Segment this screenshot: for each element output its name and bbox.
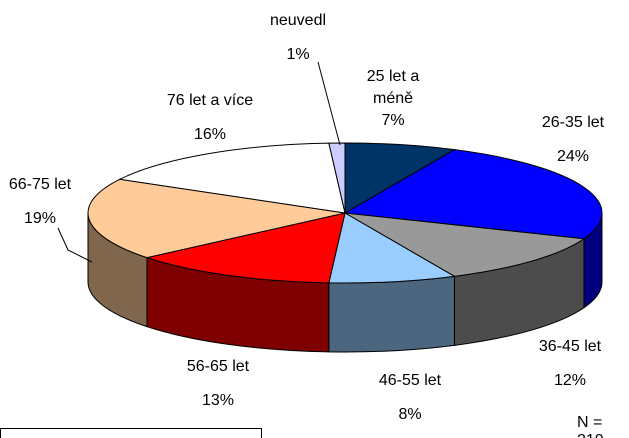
category-label: 26-35 let bbox=[541, 114, 605, 131]
value-label: 13% bbox=[201, 392, 235, 409]
pie-slice bbox=[328, 142, 346, 214]
data-label: 46-55 let 8% bbox=[350, 370, 470, 426]
category-label: 46-55 let bbox=[378, 372, 442, 389]
data-label: 25 let a méně 7% bbox=[358, 66, 428, 132]
pie-slice bbox=[118, 142, 346, 214]
category-label: 76 let a více bbox=[166, 92, 254, 109]
pie-slice bbox=[344, 142, 456, 214]
pie-slice bbox=[87, 178, 346, 259]
category-label: 66-75 let bbox=[8, 176, 72, 193]
data-label: 56-65 let 13% bbox=[158, 356, 278, 412]
category-label: neuvedl bbox=[269, 12, 327, 29]
text-box bbox=[0, 428, 262, 438]
category-label: 56-65 let bbox=[186, 358, 250, 375]
category-label: 25 let a méně bbox=[366, 68, 420, 107]
value-label: 19% bbox=[23, 210, 57, 227]
value-label: 1% bbox=[286, 46, 310, 63]
value-label: 7% bbox=[381, 112, 405, 129]
data-label: 26-35 let 24% bbox=[513, 112, 629, 168]
annotation: N = 210 bbox=[577, 414, 604, 438]
data-label: neuvedl 1% bbox=[248, 10, 348, 66]
value-label: 16% bbox=[193, 126, 227, 143]
pie-slice bbox=[343, 149, 603, 240]
pie-side bbox=[328, 275, 455, 353]
data-label: 66-75 let 19% bbox=[0, 174, 95, 230]
pie-slice bbox=[328, 212, 456, 284]
leader-line bbox=[317, 61, 341, 146]
value-label: 24% bbox=[556, 148, 590, 165]
category-label: 36-45 let bbox=[538, 338, 602, 355]
value-label: 8% bbox=[398, 406, 422, 423]
data-label: 76 let a více 16% bbox=[140, 90, 280, 146]
pie-slice bbox=[145, 212, 346, 284]
leader-line bbox=[57, 227, 93, 263]
data-label: 36-45 let 12% bbox=[510, 336, 629, 392]
pie-slice bbox=[344, 212, 586, 277]
value-label: 12% bbox=[553, 372, 587, 389]
